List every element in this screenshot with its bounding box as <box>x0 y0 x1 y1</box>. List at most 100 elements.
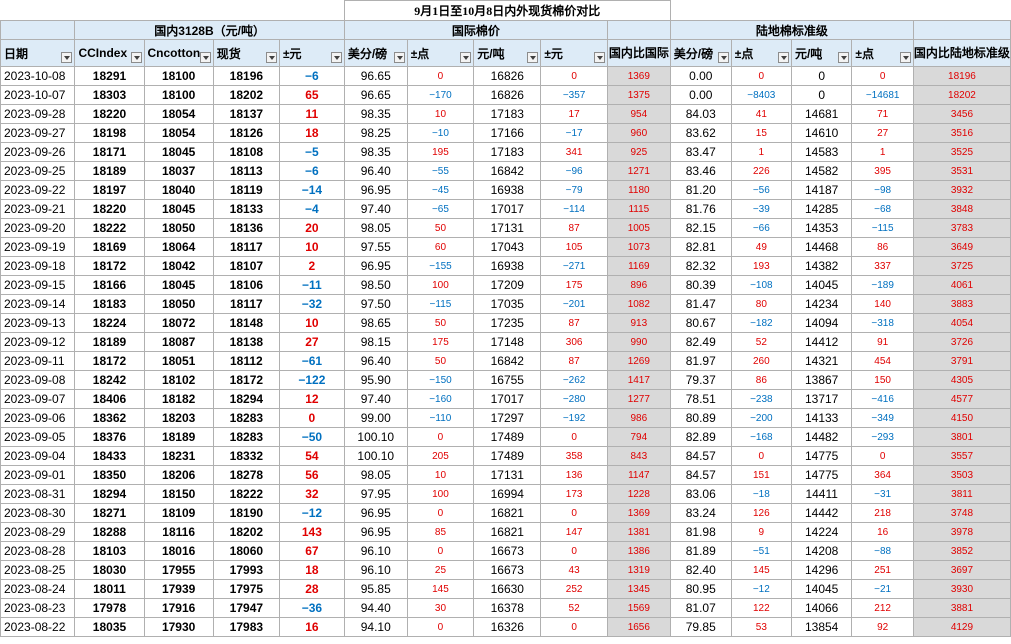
cell-land-yuan[interactable]: 14234 <box>790 294 853 314</box>
cell-land-diff[interactable]: −21 <box>851 579 914 599</box>
cell-spot[interactable]: 18148 <box>212 313 280 333</box>
cell-cncotton[interactable]: 18100 <box>143 66 214 86</box>
cell-intl-diff[interactable]: −192 <box>540 408 608 428</box>
cell-intl-yuan[interactable]: 16630 <box>473 579 542 599</box>
cell-spot[interactable]: 18117 <box>212 294 280 314</box>
cell-ccindex[interactable]: 18433 <box>74 446 145 466</box>
cell-spot-diff[interactable]: 143 <box>278 522 345 542</box>
cell-spot-diff[interactable]: −6 <box>278 161 345 181</box>
cell-land-cents[interactable]: 81.97 <box>669 351 732 371</box>
cell-date[interactable]: 2023-09-20 <box>0 218 76 238</box>
cell-intl-cents[interactable]: 96.40 <box>343 161 408 181</box>
cell-ccindex[interactable]: 18169 <box>74 237 145 257</box>
cell-ccindex[interactable]: 18222 <box>74 218 145 238</box>
cell-ccindex[interactable]: 18189 <box>74 161 145 181</box>
cell-cncotton[interactable]: 18203 <box>143 408 214 428</box>
cell-land-diff[interactable]: −98 <box>851 180 914 200</box>
cell-intl-yuan[interactable]: 16755 <box>473 370 542 390</box>
filter-dropdown-icon[interactable] <box>838 52 850 63</box>
cell-date[interactable]: 2023-09-01 <box>0 465 76 485</box>
cell-intl-points[interactable]: −155 <box>406 256 475 276</box>
cell-land-cents[interactable]: 80.39 <box>669 275 732 295</box>
cell-ccindex[interactable]: 18362 <box>74 408 145 428</box>
cell-land-points[interactable]: −8403 <box>730 85 792 105</box>
cell-land-yuan[interactable]: 14045 <box>790 275 853 295</box>
cell-land-cents[interactable]: 81.47 <box>669 294 732 314</box>
cell-land-diff[interactable]: 395 <box>851 161 914 181</box>
cell-intl-cents[interactable]: 100.10 <box>343 427 408 447</box>
cell-dom-vs-intl[interactable]: 1147 <box>606 465 671 485</box>
cell-spot[interactable]: 18136 <box>212 218 280 238</box>
cell-land-points[interactable]: 145 <box>730 560 792 580</box>
cell-intl-yuan[interactable]: 17297 <box>473 408 542 428</box>
cell-land-yuan[interactable]: 14353 <box>790 218 853 238</box>
cell-intl-yuan[interactable]: 16842 <box>473 351 542 371</box>
cell-dom-vs-land[interactable]: 3783 <box>912 218 1011 238</box>
cell-ccindex[interactable]: 18171 <box>74 142 145 162</box>
cell-intl-points[interactable]: −160 <box>406 389 475 409</box>
cell-spot-diff[interactable]: 28 <box>278 579 345 599</box>
cell-dom-vs-intl[interactable]: 960 <box>606 123 671 143</box>
cell-dom-vs-land[interactable]: 4054 <box>912 313 1011 333</box>
cell-cncotton[interactable]: 18087 <box>143 332 214 352</box>
cell-intl-cents[interactable]: 97.95 <box>343 484 408 504</box>
cell-intl-cents[interactable]: 98.35 <box>343 142 408 162</box>
cell-land-points[interactable]: 226 <box>730 161 792 181</box>
filter-dropdown-icon[interactable] <box>460 52 472 63</box>
cell-intl-diff[interactable]: 173 <box>540 484 608 504</box>
cell-land-yuan[interactable]: 14187 <box>790 180 853 200</box>
cell-dom-vs-land[interactable]: 3531 <box>912 161 1011 181</box>
cell-intl-points[interactable]: 30 <box>406 598 475 618</box>
cell-land-points[interactable]: 0 <box>730 446 792 466</box>
cell-cncotton[interactable]: 18102 <box>143 370 214 390</box>
cell-intl-yuan[interactable]: 17489 <box>473 427 542 447</box>
cell-date[interactable]: 2023-08-22 <box>0 617 76 637</box>
cell-spot-diff[interactable]: 16 <box>278 617 345 637</box>
cell-spot-diff[interactable]: 10 <box>278 313 345 333</box>
cell-intl-points[interactable]: 50 <box>406 218 475 238</box>
cell-intl-cents[interactable]: 100.10 <box>343 446 408 466</box>
cell-land-yuan[interactable]: 14094 <box>790 313 853 333</box>
cell-land-diff[interactable]: 0 <box>851 66 914 86</box>
cell-ccindex[interactable]: 18011 <box>74 579 145 599</box>
cell-cncotton[interactable]: 18189 <box>143 427 214 447</box>
cell-intl-cents[interactable]: 98.05 <box>343 218 408 238</box>
cell-land-yuan[interactable]: 14296 <box>790 560 853 580</box>
cell-intl-cents[interactable]: 96.40 <box>343 351 408 371</box>
cell-land-points[interactable]: 9 <box>730 522 792 542</box>
cell-intl-cents[interactable]: 98.05 <box>343 465 408 485</box>
cell-date[interactable]: 2023-10-08 <box>0 66 76 86</box>
cell-spot-diff[interactable]: 20 <box>278 218 345 238</box>
cell-intl-cents[interactable]: 96.95 <box>343 503 408 523</box>
cell-spot[interactable]: 18202 <box>212 522 280 542</box>
cell-dom-vs-land[interactable]: 4577 <box>912 389 1011 409</box>
cell-cncotton[interactable]: 18116 <box>143 522 214 542</box>
cell-ccindex[interactable]: 18406 <box>74 389 145 409</box>
cell-land-diff[interactable]: −349 <box>851 408 914 428</box>
cell-dom-vs-land[interactable]: 3852 <box>912 541 1011 561</box>
cell-intl-points[interactable]: 0 <box>406 541 475 561</box>
cell-date[interactable]: 2023-09-11 <box>0 351 76 371</box>
cell-cncotton[interactable]: 18054 <box>143 123 214 143</box>
cell-date[interactable]: 2023-09-04 <box>0 446 76 466</box>
cell-date[interactable]: 2023-09-13 <box>0 313 76 333</box>
cell-intl-diff[interactable]: −271 <box>540 256 608 276</box>
cell-spot-diff[interactable]: 67 <box>278 541 345 561</box>
cell-intl-cents[interactable]: 96.95 <box>343 180 408 200</box>
cell-land-yuan[interactable]: 14583 <box>790 142 853 162</box>
cell-land-cents[interactable]: 84.03 <box>669 104 732 124</box>
cell-intl-yuan[interactable]: 16826 <box>473 85 542 105</box>
filter-dropdown-icon[interactable] <box>61 52 73 63</box>
cell-intl-points[interactable]: 175 <box>406 332 475 352</box>
cell-dom-vs-intl[interactable]: 1345 <box>606 579 671 599</box>
cell-land-cents[interactable]: 82.89 <box>669 427 732 447</box>
filter-dropdown-icon[interactable] <box>777 52 789 63</box>
cell-ccindex[interactable]: 18172 <box>74 256 145 276</box>
cell-land-yuan[interactable]: 14382 <box>790 256 853 276</box>
cell-intl-diff[interactable]: 87 <box>540 351 608 371</box>
cell-intl-cents[interactable]: 94.40 <box>343 598 408 618</box>
cell-land-points[interactable]: 53 <box>730 617 792 637</box>
cell-spot[interactable]: 18112 <box>212 351 280 371</box>
cell-date[interactable]: 2023-09-07 <box>0 389 76 409</box>
cell-spot-diff[interactable]: 32 <box>278 484 345 504</box>
